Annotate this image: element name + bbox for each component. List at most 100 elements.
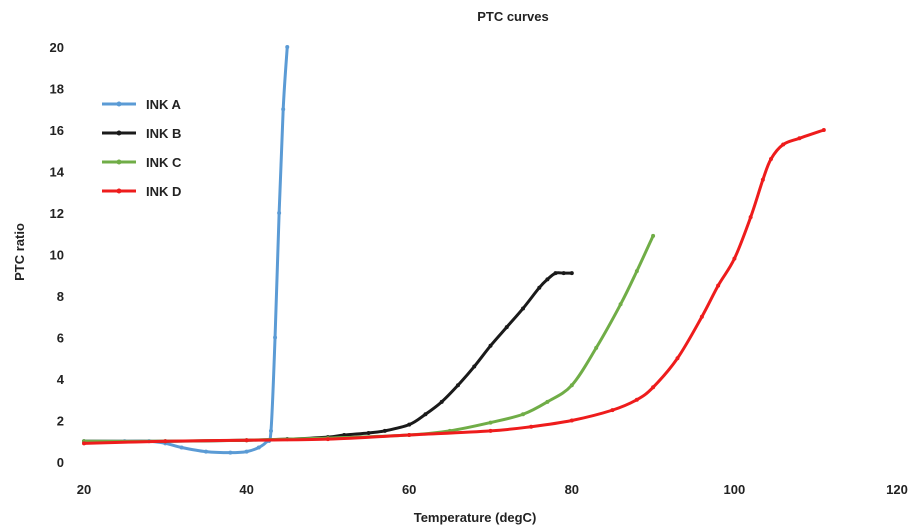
data-point-ink-b <box>561 271 566 276</box>
x-tick-label: 40 <box>239 482 253 497</box>
y-tick-label: 14 <box>50 165 65 180</box>
data-point-ink-d <box>760 177 765 182</box>
y-tick-label: 2 <box>57 414 64 429</box>
x-tick-label: 20 <box>77 482 91 497</box>
data-point-ink-b <box>521 306 526 311</box>
x-tick-label: 80 <box>565 482 579 497</box>
data-point-ink-b <box>504 325 509 330</box>
data-point-ink-d <box>488 428 493 433</box>
y-tick-label: 16 <box>50 123 64 138</box>
data-point-ink-d <box>797 136 802 141</box>
data-point-ink-b <box>569 271 574 276</box>
data-point-ink-c <box>594 345 599 350</box>
series-line-ink-d <box>82 128 826 445</box>
data-point-ink-d <box>244 438 249 443</box>
data-point-ink-d <box>529 424 534 429</box>
x-tick-labels: 20 40 60 80 100 120 <box>77 482 908 497</box>
y-tick-label: 8 <box>57 289 64 304</box>
y-tick-label: 4 <box>57 372 65 387</box>
data-point-ink-b <box>537 285 542 290</box>
series-line-ink-b <box>82 271 574 443</box>
data-point-ink-d <box>651 385 656 390</box>
y-tick-label: 10 <box>50 248 64 263</box>
data-point-ink-c <box>521 412 526 417</box>
data-point-ink-d <box>163 439 168 444</box>
series-ink-b <box>82 271 574 444</box>
data-point-ink-b <box>407 422 412 427</box>
data-point-ink-d <box>732 256 737 261</box>
data-point-ink-b <box>545 277 550 282</box>
data-point-ink-b <box>455 383 460 388</box>
data-point-ink-b <box>488 343 493 348</box>
data-point-ink-a <box>244 449 249 454</box>
y-tick-labels: 0 2 4 6 8 10 12 14 16 18 20 <box>50 40 65 470</box>
data-point-ink-d <box>325 437 330 442</box>
data-point-ink-b <box>423 412 428 417</box>
data-point-ink-b <box>342 433 347 438</box>
data-point-ink-d <box>716 283 721 288</box>
data-point-ink-a <box>277 211 282 215</box>
data-point-ink-c <box>488 420 493 425</box>
data-point-ink-d <box>569 418 574 423</box>
data-point-ink-a <box>281 107 286 112</box>
y-tick-label: 6 <box>57 331 64 346</box>
data-point-ink-d <box>634 397 639 402</box>
chart-title: PTC curves <box>477 9 549 24</box>
x-tick-label: 100 <box>724 482 746 497</box>
data-point-ink-c <box>569 383 574 388</box>
legend-item-ink-b: INK B <box>102 126 181 141</box>
data-point-ink-c <box>545 399 550 404</box>
data-point-ink-d <box>699 314 704 319</box>
legend-item-ink-a: INK A <box>102 97 182 112</box>
y-tick-label: 20 <box>50 40 64 55</box>
y-axis-title: PTC ratio <box>12 223 27 281</box>
data-point-ink-b <box>366 430 371 435</box>
series-ink-c <box>82 233 656 444</box>
data-point-ink-c <box>634 269 639 274</box>
legend-item-ink-d: INK D <box>102 184 181 199</box>
x-tick-label: 120 <box>886 482 908 497</box>
x-axis-title: Temperature (degC) <box>414 510 537 525</box>
legend-label: INK C <box>146 155 182 170</box>
data-point-ink-d <box>610 408 615 413</box>
data-point-ink-b <box>382 428 387 433</box>
legend-marker <box>116 159 122 165</box>
series-line-ink-c <box>82 234 655 443</box>
legend: INK A INK B INK C INK D <box>102 97 182 199</box>
data-point-ink-a <box>228 450 233 455</box>
data-point-ink-d <box>748 215 753 220</box>
y-tick-label: 0 <box>57 455 64 470</box>
legend-label: INK A <box>146 97 182 112</box>
data-point-ink-a <box>256 445 261 450</box>
data-point-ink-d <box>82 441 86 446</box>
legend-marker <box>116 101 122 107</box>
data-point-ink-d <box>781 142 786 147</box>
legend-marker <box>116 188 122 194</box>
series-line-ink-a <box>82 45 289 455</box>
data-point-ink-d <box>821 128 826 132</box>
series-ink-d <box>82 128 826 446</box>
data-point-ink-b <box>472 364 477 369</box>
data-point-ink-a <box>179 445 184 450</box>
data-point-ink-d <box>675 356 680 361</box>
legend-item-ink-c: INK C <box>102 155 182 170</box>
series-ink-a <box>82 45 290 455</box>
data-point-ink-b <box>439 399 444 404</box>
data-point-ink-c <box>618 302 623 307</box>
legend-marker <box>116 130 122 136</box>
legend-label: INK B <box>146 126 181 141</box>
x-tick-label: 60 <box>402 482 416 497</box>
y-tick-label: 12 <box>50 206 64 221</box>
data-point-ink-d <box>768 157 773 162</box>
data-point-ink-a <box>285 45 290 49</box>
y-tick-label: 18 <box>50 82 64 97</box>
data-point-ink-c <box>651 233 656 238</box>
data-point-ink-b <box>553 271 558 276</box>
series-layer <box>82 45 826 455</box>
legend-label: INK D <box>146 184 181 199</box>
data-point-ink-a <box>268 428 273 433</box>
data-point-ink-a <box>273 335 278 340</box>
data-point-ink-d <box>407 433 412 438</box>
data-point-ink-a <box>203 449 208 454</box>
